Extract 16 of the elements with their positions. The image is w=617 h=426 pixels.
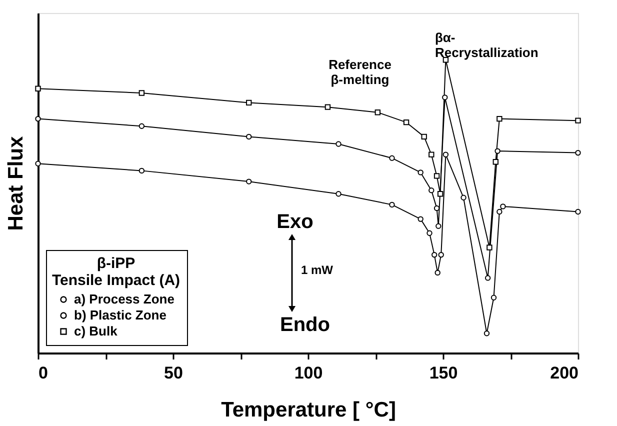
annotation: Reference β-melting [328,57,392,87]
x-tick-label: 200 [550,364,578,382]
legend-label: a) Process Zone [74,292,174,306]
legend-label: b) Plastic Zone [74,308,166,322]
x-tick-label: 100 [294,364,323,382]
annotation: Endo [280,314,330,336]
annotation: βα- Recrystallization [435,30,538,60]
legend-title: β-iPP Tensile Impact (A) [52,255,180,289]
annotation: 1 mW [301,263,334,277]
annotation: Exo [276,211,314,233]
x-axis-title: Temperature [ °C] [221,398,396,422]
legend-label: c) Bulk [74,324,118,338]
x-tick-label: 0 [38,364,48,382]
x-tick-label: 150 [429,364,458,382]
y-axis-title: Heat Flux [4,136,28,231]
x-tick-label: 50 [164,364,183,382]
